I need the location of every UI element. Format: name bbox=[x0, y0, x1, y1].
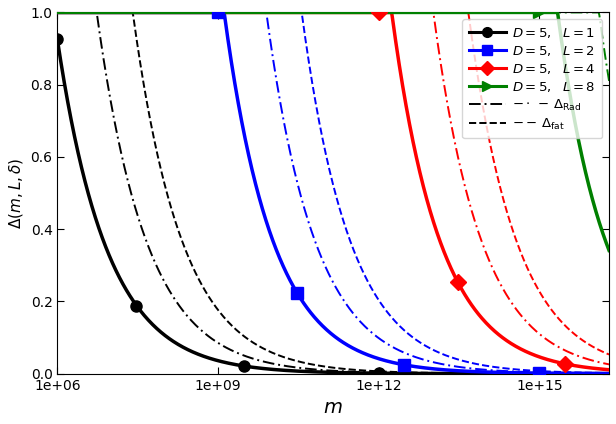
Y-axis label: $\Delta(m, L, \delta)$: $\Delta(m, L, \delta)$ bbox=[7, 157, 25, 229]
X-axis label: $m$: $m$ bbox=[323, 398, 343, 417]
Legend: $D = 5,\ \ L = 1$, $D = 5,\ \ L = 2$, $D = 5,\ \ L = 4$, $D = 5,\ \ L = 8$, $-\c: $D = 5,\ \ L = 1$, $D = 5,\ \ L = 2$, $D… bbox=[462, 19, 602, 138]
